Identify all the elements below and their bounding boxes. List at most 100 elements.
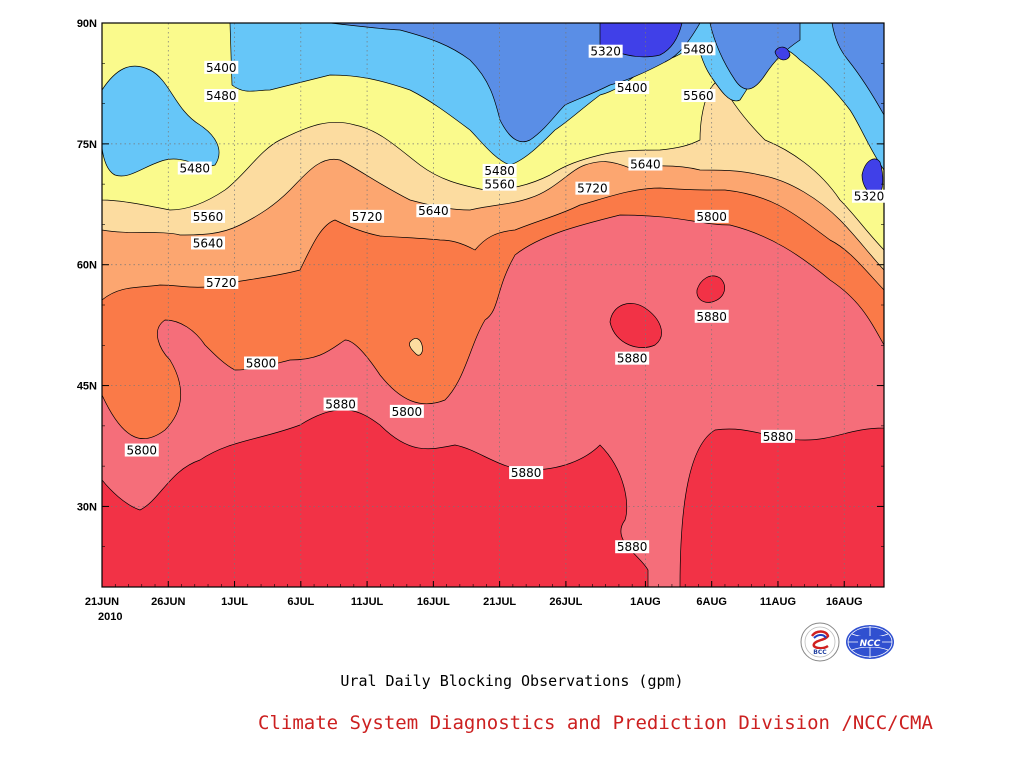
contour-label: 5560 — [681, 89, 716, 103]
contour-label: 5640 — [416, 204, 451, 218]
contour-label-bg — [177, 161, 212, 175]
region-5320 — [329, 23, 884, 143]
contour-label-value: 5560 — [193, 210, 224, 224]
contour-label-bg — [482, 163, 517, 177]
contour-label: 5880 — [615, 351, 650, 366]
contour-label: 5640 — [191, 236, 226, 250]
x-axis-labels: 21JUN 26JUN 1JUL 6JUL 11JUL 16JUL 21JUL 26JUL 1A… — [85, 596, 863, 608]
contour-label-bg — [852, 189, 886, 203]
contour-label-value: 5400 — [206, 61, 237, 75]
contour-label: 5480 — [482, 163, 517, 178]
contour-label-bg — [416, 204, 451, 218]
contour-label-value: 5720 — [206, 276, 237, 290]
contour-label-value: 5800 — [246, 357, 277, 371]
contour-label: 5320 — [588, 44, 623, 59]
y-tick-label: 45N — [77, 381, 97, 393]
contour-label: 5720 — [575, 181, 610, 196]
svg-text:BCC: BCC — [813, 649, 827, 656]
contour-label-bg — [615, 80, 650, 94]
contour-label-value: 5560 — [484, 178, 515, 192]
contour-label-bg — [323, 397, 358, 411]
region-below-5320-right — [861, 158, 884, 199]
contour-label-bg — [575, 181, 610, 195]
contour-label-bg — [509, 466, 544, 480]
bcc-logo: BCC — [800, 622, 840, 662]
contour-label: 5880 — [615, 540, 650, 554]
contour-label-value: 5880 — [325, 398, 356, 412]
contour-label-value: 5880 — [696, 310, 727, 324]
contour-label-bg — [615, 540, 650, 554]
contour-label: 5320 — [852, 189, 886, 204]
contour-label-value: 5880 — [511, 466, 542, 480]
contour-label-value: 5640 — [193, 236, 224, 250]
y-tick-label: 75N — [77, 139, 97, 151]
contour-label-bg — [628, 157, 663, 171]
contour-label-bg — [204, 60, 239, 74]
x-year-label: 2010 — [98, 611, 122, 623]
contour-label-bg — [694, 309, 729, 323]
y-tick-label: 30N — [77, 501, 97, 513]
contour-label-value: 5880 — [617, 540, 648, 554]
contour-label: 5480 — [177, 161, 212, 176]
contour-label-value: 5800 — [392, 405, 423, 419]
contour-label-bg — [760, 429, 795, 443]
contour-label: 5560 — [191, 209, 226, 224]
contour-label-value: 5880 — [763, 430, 794, 444]
x-tick-label: 21JUL — [483, 596, 516, 608]
contour-label: 5880 — [694, 309, 729, 324]
contour-label: 5800 — [124, 443, 159, 458]
contour-label: 5880 — [509, 466, 544, 480]
contour-label-value: 5560 — [683, 89, 714, 103]
contour-label: 5400 — [204, 60, 239, 75]
contour-label: 5880 — [760, 429, 795, 444]
contour-label-bg — [204, 89, 239, 103]
contour-label-value: 5720 — [577, 182, 608, 196]
x-tick-label: 6JUL — [287, 596, 314, 608]
region-5720-pocket — [409, 338, 423, 356]
contour-label-value: 5640 — [630, 158, 661, 172]
y-axis-labels: 90N 75N 60N 45N 30N — [77, 18, 97, 513]
x-tick-label: 11JUL — [351, 596, 384, 608]
contour-label-bg — [615, 351, 650, 365]
contour-label: 5400 — [615, 80, 650, 95]
contour-label-bg — [681, 42, 716, 56]
contour-label-value: 5480 — [180, 162, 211, 176]
y-tick-label: 60N — [77, 260, 97, 272]
footer-credit: Climate System Diagnostics and Predictio… — [258, 712, 933, 734]
x-tick-label: 16JUL — [417, 596, 450, 608]
contour-label: 5720 — [350, 209, 385, 224]
region-below-5320-small — [774, 46, 791, 61]
contour-label: 5800 — [244, 356, 279, 371]
region-5400-left — [102, 65, 220, 177]
x-tick-label: 11AUG — [760, 596, 796, 608]
contour-label-bg — [350, 209, 385, 223]
contour-label-value: 5480 — [206, 89, 237, 103]
contour-label-value: 5720 — [352, 210, 383, 224]
region-5880-pocket-a — [609, 303, 662, 348]
contour-label: 5480 — [681, 42, 716, 56]
chart-subtitle: Ural Daily Blocking Observations (gpm) — [340, 672, 684, 690]
contour-label: 5480 — [204, 89, 239, 103]
contour-label-bg — [204, 275, 239, 289]
agency-logos: BCC NCC — [800, 622, 894, 662]
contour-label-value: 5400 — [617, 81, 648, 95]
contour-label-bg — [244, 356, 279, 370]
x-tick-label: 21JUN — [85, 596, 119, 608]
contour-label: 5800 — [389, 404, 424, 419]
contour-label-value: 5320 — [854, 190, 885, 204]
contour-label: 5560 — [482, 177, 517, 192]
contour-label-value: 5880 — [617, 352, 648, 366]
ncc-logo: NCC — [846, 625, 894, 659]
contour-label: 5880 — [323, 397, 358, 412]
x-tick-label: 1AUG — [630, 596, 661, 608]
x-tick-label: 1JUL — [221, 596, 248, 608]
x-tick-label: 16AUG — [826, 596, 863, 608]
contour-label-value: 5800 — [696, 210, 727, 224]
contour-label-value: 5480 — [683, 42, 714, 56]
contour-label: 5720 — [204, 275, 239, 290]
x-tick-label: 26JUL — [549, 596, 582, 608]
region-5880-pocket-b — [696, 275, 726, 303]
contour-label-value: 5800 — [126, 444, 157, 458]
